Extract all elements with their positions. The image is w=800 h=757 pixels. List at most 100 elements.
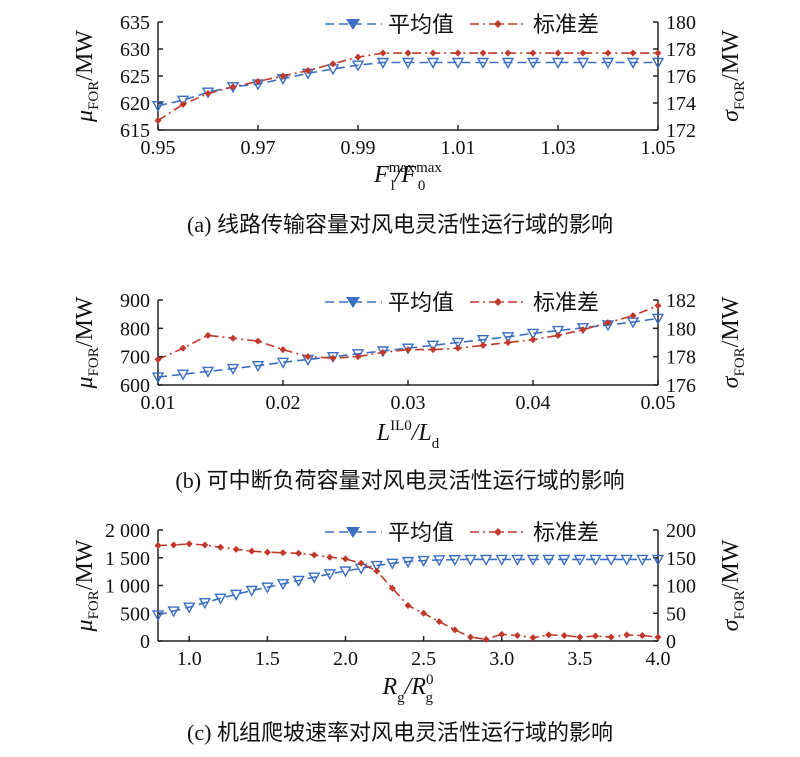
right-y-tick-label: 178 <box>666 347 696 369</box>
legend-mean-label: 平均值 <box>388 13 454 38</box>
mean-series-line <box>157 61 658 107</box>
mean-data-point <box>426 340 440 352</box>
std-data-point <box>554 49 562 57</box>
std-data-point <box>435 618 443 626</box>
x-tick-label: 2.5 <box>411 648 436 670</box>
mean-data-point <box>167 606 180 618</box>
mean-data-point <box>176 369 190 381</box>
left-y-tick-label: 900 <box>120 290 150 312</box>
std-data-point <box>529 49 537 57</box>
left-y-axis-label: μFOR/MW <box>72 539 102 632</box>
mean-data-point <box>417 555 430 567</box>
x-tick-label: 0.02 <box>266 392 301 414</box>
x-tick-label: 1.5 <box>255 648 280 670</box>
std-data-point <box>179 344 187 352</box>
std-data-point <box>498 630 506 638</box>
mean-data-point <box>229 589 243 601</box>
x-tick-label: 0.99 <box>341 137 376 159</box>
legend: 平均值 标准差 <box>325 521 599 546</box>
legend-std-marker <box>494 298 502 306</box>
x-tick-label: 3.5 <box>567 648 592 670</box>
mean-data-point <box>214 593 227 605</box>
mean-data-point <box>226 363 240 376</box>
std-data-point <box>404 49 412 57</box>
legend-std-marker <box>494 20 502 28</box>
std-data-point <box>454 344 462 352</box>
std-data-point <box>654 302 662 310</box>
x-label-sub2: g <box>426 690 434 706</box>
right-y-axis-label: σFOR/MW <box>718 30 748 122</box>
x-label-sup1: max <box>389 160 415 176</box>
mean-data-point <box>323 569 337 581</box>
std-data-point <box>529 336 537 344</box>
right-y-tick-label: 50 <box>666 603 686 625</box>
std-data-point <box>379 348 387 356</box>
right-y-tick-label: 180 <box>666 318 696 340</box>
std-data-point <box>154 542 162 550</box>
right-y-tick-label: 174 <box>666 93 696 115</box>
x-tick-label: 0.95 <box>141 137 176 159</box>
right-y-tick-label: 0 <box>666 631 676 653</box>
x-label-sup1: IL0 <box>390 418 412 434</box>
x-label-sub1: g <box>397 690 405 706</box>
left-y-tick-label: 600 <box>120 375 150 397</box>
std-data-point <box>204 90 212 98</box>
std-data-point <box>295 549 303 557</box>
left-y-axis-label: μFOR/MW <box>72 30 102 123</box>
mean-data-point <box>376 57 390 69</box>
std-data-point <box>604 49 612 57</box>
legend-mean-label: 平均值 <box>388 521 454 546</box>
std-data-point <box>404 601 412 609</box>
left-y-tick-label: 1 500 <box>105 548 150 570</box>
std-data-point <box>248 547 256 555</box>
right-y-unit: /MW <box>718 30 744 81</box>
std-series-line <box>157 304 659 361</box>
right-y-tick-label: 150 <box>666 548 696 570</box>
legend-mean-marker <box>346 527 360 538</box>
std-data-point <box>326 553 334 561</box>
mean-data-point <box>464 554 477 566</box>
mean-data-point <box>601 57 615 69</box>
mean-data-point <box>276 357 290 369</box>
x-axis-label: LIL0/Ld <box>376 418 440 452</box>
mean-data-point <box>351 60 365 72</box>
x-label-sub2: d <box>432 436 440 452</box>
x-label-sup2: max <box>416 160 442 176</box>
left-y-tick-label: 625 <box>120 66 150 88</box>
std-data-point <box>504 49 512 57</box>
sigma-symbol: σ <box>718 618 744 631</box>
std-data-point <box>154 356 162 363</box>
left-y-unit: /MW <box>72 30 98 81</box>
std-data-point <box>638 631 646 639</box>
right-y-tick-label: 100 <box>666 576 696 598</box>
mean-data-point <box>201 366 215 378</box>
left-y-subscript: FOR <box>86 81 102 110</box>
std-data-point <box>379 49 387 57</box>
std-data-point <box>201 541 209 549</box>
mean-data-point <box>451 57 465 69</box>
std-data-point <box>629 49 637 57</box>
right-y-tick-label: 178 <box>666 39 696 61</box>
mean-data-point <box>573 554 587 566</box>
std-data-point <box>579 326 587 334</box>
std-data-point <box>420 609 428 617</box>
std-data-point <box>329 60 337 68</box>
std-data-point <box>576 633 584 641</box>
mean-data-point <box>511 554 524 566</box>
left-y-tick-label: 500 <box>120 603 150 625</box>
legend-mean-marker <box>346 19 360 30</box>
std-data-point <box>629 312 637 320</box>
x-tick-label: 4.0 <box>646 648 671 670</box>
mean-data-point <box>151 101 165 113</box>
mean-data-point <box>526 554 540 566</box>
std-data-point <box>654 633 662 641</box>
x-tick-label: 0.04 <box>516 392 551 414</box>
mu-symbol: μ <box>72 110 98 123</box>
x-tick-label: 0.97 <box>241 137 276 159</box>
x-label-slash: /R <box>403 674 427 700</box>
x-tick-label: 0.01 <box>141 392 176 414</box>
std-data-point <box>204 331 212 339</box>
std-data-point <box>354 53 362 61</box>
std-data-point <box>229 334 237 342</box>
left-y-tick-label: 1 000 <box>105 576 150 598</box>
